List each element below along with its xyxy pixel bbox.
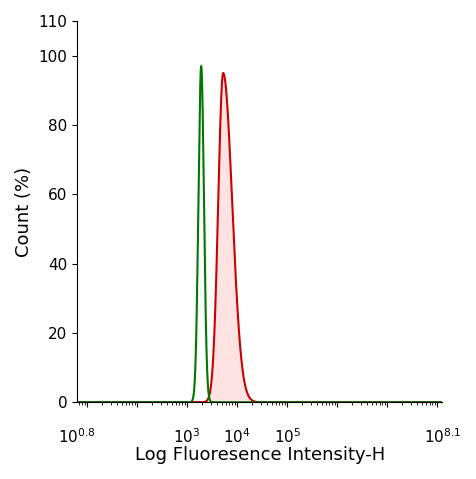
Text: $10^{3}$: $10^{3}$ [173, 427, 201, 446]
Y-axis label: Count (%): Count (%) [15, 167, 33, 257]
Text: $10^{4}$: $10^{4}$ [223, 427, 251, 446]
Text: $10^{5}$: $10^{5}$ [274, 427, 301, 446]
Text: $10^{0.8}$: $10^{0.8}$ [59, 427, 96, 446]
X-axis label: Log Fluoresence Intensity-H: Log Fluoresence Intensity-H [135, 446, 385, 464]
Text: $10^{8.1}$: $10^{8.1}$ [424, 427, 461, 446]
